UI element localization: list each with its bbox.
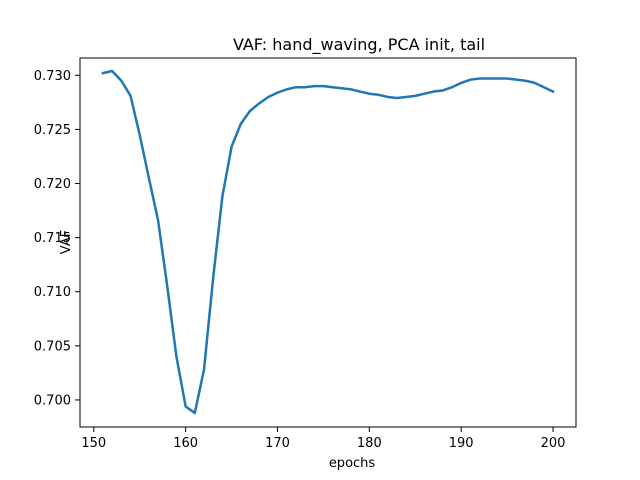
series-line [101, 69, 555, 415]
y-tick-label: 0.725 [34, 123, 71, 138]
x-axis: 150 160 170 180 190 200 [81, 427, 565, 451]
x-axis-label: epochs [329, 456, 376, 471]
y-axis: 0.700 0.705 0.710 0.715 0.720 0.725 0.730 [34, 69, 80, 408]
y-tick-label: 0.730 [34, 69, 71, 84]
y-tick-label: 0.720 [34, 177, 71, 192]
series-layer [101, 69, 555, 415]
chart-title: VAF: hand_waving, PCA init, tail [233, 35, 485, 55]
plot-frame [79, 57, 577, 428]
y-tick-label: 0.710 [34, 285, 71, 300]
y-tick-label: 0.700 [34, 393, 71, 408]
y-tick-label: 0.715 [34, 231, 71, 246]
x-tick-label: 200 [541, 436, 566, 451]
plot-area [79, 57, 577, 428]
x-tick-label: 170 [265, 436, 290, 451]
x-tick-label: 180 [357, 436, 382, 451]
x-tick-label: 150 [81, 436, 106, 451]
x-tick-label: 190 [449, 436, 474, 451]
y-axis-label: VAF [59, 230, 74, 254]
y-tick-label: 0.705 [34, 339, 71, 354]
x-tick-label: 160 [173, 436, 198, 451]
